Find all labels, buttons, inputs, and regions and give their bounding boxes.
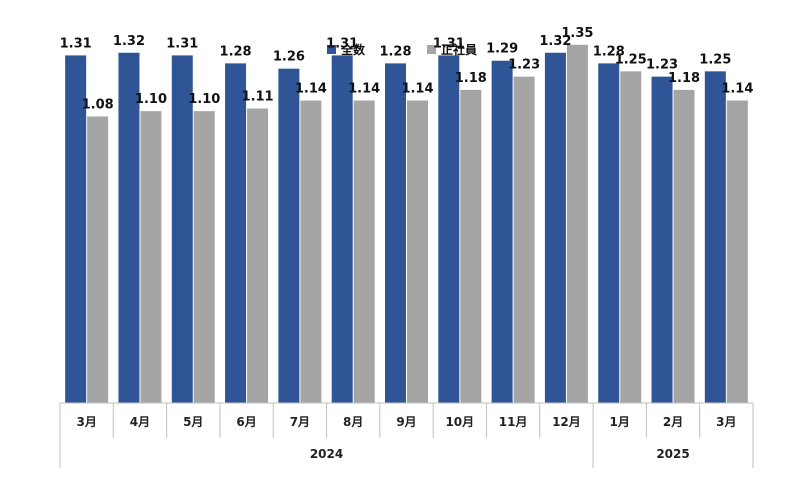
bar-series-2 xyxy=(620,71,642,403)
group-label: 2024 xyxy=(310,447,343,461)
data-label-series-1: 1.23 xyxy=(646,58,678,73)
bar-series-1 xyxy=(438,55,460,404)
data-label-series-2: 1.23 xyxy=(508,58,540,73)
data-label-series-1: 1.28 xyxy=(220,44,252,59)
legend-swatch-series-2 xyxy=(427,45,436,54)
data-label-series-1: 1.31 xyxy=(326,36,358,51)
bar-series-1 xyxy=(278,68,300,404)
bar-series-2 xyxy=(513,76,535,403)
bar-series-1 xyxy=(704,71,726,403)
bar-series-1 xyxy=(118,52,140,403)
bar-series-1 xyxy=(65,55,87,404)
legend-item-series-2: 正社員 xyxy=(427,41,477,58)
x-tick-label: 9月 xyxy=(396,415,416,429)
data-label-series-1: 1.28 xyxy=(593,44,625,59)
data-label-series-2: 1.08 xyxy=(82,97,114,112)
data-label-series-1: 1.32 xyxy=(113,34,145,49)
bar-series-2 xyxy=(726,100,748,404)
bar-series-2 xyxy=(353,100,375,404)
bar-series-2 xyxy=(460,89,482,403)
data-label-series-1: 1.31 xyxy=(433,36,465,51)
data-label-series-2: 1.14 xyxy=(348,82,380,97)
bar-series-2 xyxy=(566,44,588,404)
bar-series-1 xyxy=(171,55,193,404)
x-tick-label: 4月 xyxy=(130,415,150,429)
data-label-series-2: 1.35 xyxy=(561,26,593,41)
bar-series-2 xyxy=(193,111,215,403)
bar-series-1 xyxy=(331,55,353,404)
bar-series-2 xyxy=(87,116,109,403)
x-tick-label: 3月 xyxy=(716,415,736,429)
data-label-series-1: 1.31 xyxy=(60,36,92,51)
group-label: 2025 xyxy=(656,447,689,461)
data-label-series-1: 1.25 xyxy=(699,52,731,67)
data-label-series-1: 1.26 xyxy=(273,50,305,65)
data-label-series-1: 1.28 xyxy=(379,44,411,59)
bar-series-2 xyxy=(673,89,695,403)
data-label-series-1: 1.31 xyxy=(166,36,198,51)
data-label-series-2: 1.10 xyxy=(188,92,220,107)
x-tick-label: 5月 xyxy=(183,415,203,429)
bar-series-1 xyxy=(598,63,620,404)
x-tick-label: 8月 xyxy=(343,415,363,429)
data-label-series-1: 1.32 xyxy=(539,34,571,49)
data-label-series-2: 1.14 xyxy=(401,82,433,97)
bar-series-2 xyxy=(247,108,269,403)
bar-series-1 xyxy=(491,60,513,403)
legend-label-series-1: 全数 xyxy=(341,43,366,57)
bar-series-1 xyxy=(385,63,406,404)
x-tick-label: 12月 xyxy=(552,415,581,429)
legend-item-series-1: 全数 xyxy=(327,41,365,58)
x-tick-label: 11月 xyxy=(499,415,528,429)
legend-swatch-series-1 xyxy=(327,45,336,54)
data-label-series-2: 1.18 xyxy=(455,71,487,86)
x-tick-label: 1月 xyxy=(610,415,630,429)
data-label-series-2: 1.14 xyxy=(721,82,753,97)
data-label-series-2: 1.18 xyxy=(668,71,700,86)
bar-series-1 xyxy=(225,63,247,404)
x-tick-label: 7月 xyxy=(290,415,310,429)
legend: 全数 正社員 xyxy=(0,41,800,61)
data-label-series-2: 1.14 xyxy=(295,82,327,97)
legend-label-series-2: 正社員 xyxy=(441,43,478,57)
data-label-series-1: 1.29 xyxy=(486,42,518,57)
bar-series-2 xyxy=(140,111,162,403)
bar-series-2 xyxy=(300,100,322,404)
data-label-series-2: 1.11 xyxy=(242,89,274,104)
bar-series-2 xyxy=(407,100,428,404)
x-tick-label: 2月 xyxy=(663,415,683,429)
data-label-series-2: 1.25 xyxy=(615,52,647,67)
bar-series-1 xyxy=(651,76,673,403)
bar-series-1 xyxy=(544,52,566,403)
x-tick-label: 10月 xyxy=(445,415,474,429)
data-label-series-2: 1.10 xyxy=(135,92,167,107)
x-tick-label: 3月 xyxy=(76,415,96,429)
x-tick-label: 6月 xyxy=(236,415,256,429)
